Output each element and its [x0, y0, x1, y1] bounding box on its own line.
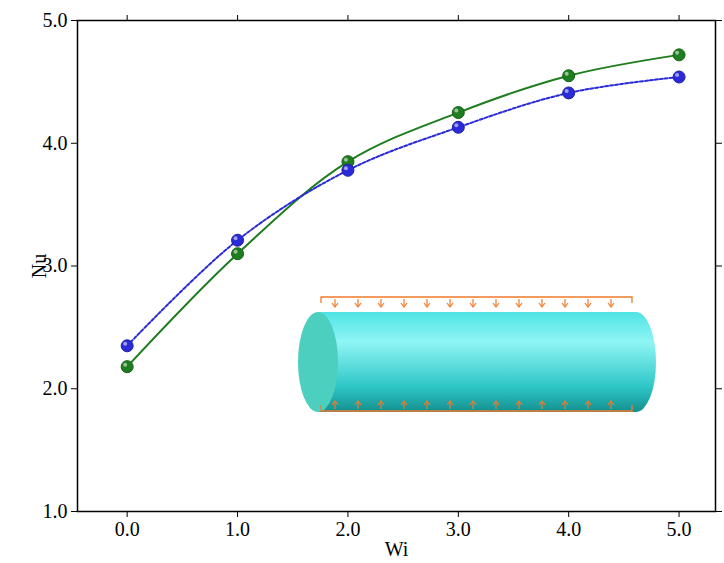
svg-text:3.0: 3.0 — [42, 254, 68, 277]
svg-text:1.0: 1.0 — [43, 500, 68, 522]
svg-text:3.0: 3.0 — [446, 518, 471, 540]
svg-text:0.0: 0.0 — [115, 518, 140, 540]
svg-text:5.0: 5.0 — [43, 9, 68, 31]
svg-text:2.0: 2.0 — [335, 518, 360, 540]
svg-text:Wi: Wi — [385, 538, 409, 560]
svg-text:4.0: 4.0 — [556, 518, 581, 540]
svg-text:4.0: 4.0 — [43, 132, 68, 154]
svg-text:Nu: Nu — [28, 254, 50, 278]
svg-text:5.0: 5.0 — [667, 518, 692, 540]
svg-text:2.0: 2.0 — [43, 377, 68, 399]
svg-text:1.0: 1.0 — [225, 518, 250, 540]
